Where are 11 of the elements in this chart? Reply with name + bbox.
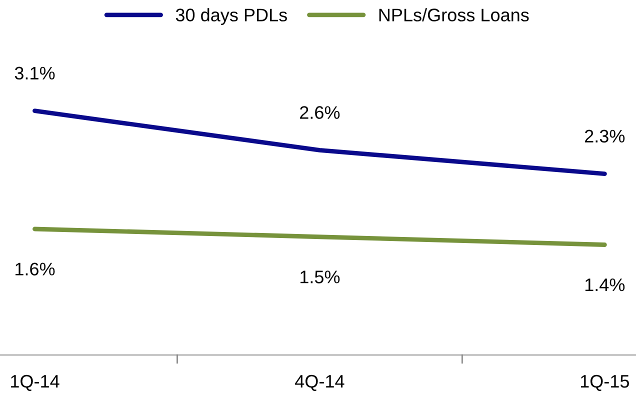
legend-label: NPLs/Gross Loans bbox=[379, 8, 529, 22]
data-label: 2.6% bbox=[300, 106, 340, 119]
data-label: 1.4% bbox=[585, 278, 625, 292]
x-tick-label: 1Q-15 bbox=[580, 374, 629, 391]
data-label: 1.5% bbox=[300, 270, 340, 284]
data-label: 3.1% bbox=[14, 66, 55, 80]
legend-label: 30 days PDLs bbox=[176, 8, 287, 25]
x-tick-label: 4Q-14 bbox=[295, 374, 344, 391]
x-tick-label: 1Q-14 bbox=[11, 374, 60, 391]
data-label: 1.6% bbox=[16, 262, 55, 276]
data-label: 2.3% bbox=[584, 130, 625, 143]
